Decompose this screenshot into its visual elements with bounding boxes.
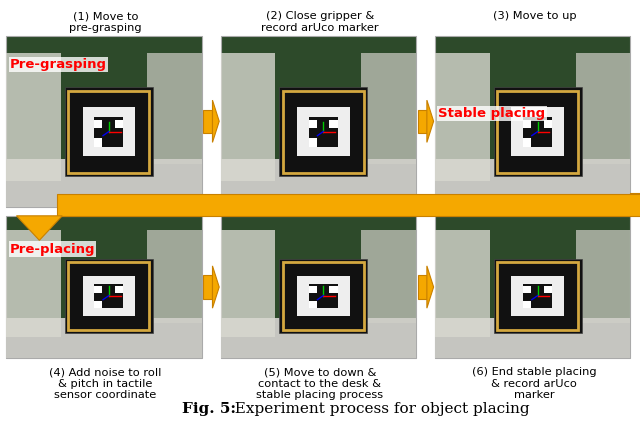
Text: (4) Add noise to roll
& pitch in tactile
sensor coordinate: (4) Add noise to roll & pitch in tactile…: [49, 367, 162, 400]
Bar: [330, 120, 337, 129]
Bar: [147, 53, 202, 164]
Bar: [435, 36, 630, 207]
Bar: [147, 230, 202, 323]
Bar: [362, 53, 416, 164]
Bar: [523, 138, 531, 147]
Bar: [221, 216, 416, 358]
Polygon shape: [427, 100, 434, 142]
Text: Experiment process for object placing: Experiment process for object placing: [225, 402, 530, 416]
Bar: [68, 91, 149, 173]
Text: (2) Close gripper &
record arUco marker: (2) Close gripper & record arUco marker: [261, 11, 379, 33]
Bar: [494, 259, 582, 332]
Bar: [330, 286, 337, 293]
Bar: [280, 259, 367, 332]
Polygon shape: [427, 266, 434, 308]
Text: Stable placing: Stable placing: [438, 107, 545, 120]
Bar: [221, 159, 416, 207]
Bar: [308, 286, 317, 293]
Bar: [57, 194, 640, 216]
Bar: [497, 262, 578, 330]
Polygon shape: [17, 216, 62, 240]
Bar: [221, 318, 416, 358]
Bar: [435, 318, 630, 358]
Bar: [576, 53, 630, 164]
Bar: [308, 284, 337, 308]
Bar: [523, 120, 531, 129]
Bar: [417, 109, 427, 133]
Bar: [435, 159, 630, 207]
Bar: [6, 216, 202, 358]
Bar: [221, 230, 275, 337]
Bar: [68, 262, 149, 330]
Bar: [435, 216, 630, 358]
Bar: [362, 230, 416, 323]
Text: Fig. 5:: Fig. 5:: [182, 402, 236, 416]
Polygon shape: [212, 266, 219, 308]
Bar: [297, 275, 349, 316]
Bar: [83, 275, 135, 316]
Bar: [6, 230, 61, 337]
Bar: [280, 87, 367, 176]
Bar: [65, 87, 153, 176]
Bar: [94, 286, 102, 293]
Bar: [283, 91, 364, 173]
Bar: [544, 286, 552, 293]
Text: (5) Move to down &
contact to the desk &
stable placing process: (5) Move to down & contact to the desk &…: [257, 367, 383, 400]
Bar: [297, 108, 349, 157]
Bar: [630, 193, 640, 194]
Bar: [523, 117, 552, 147]
Bar: [94, 117, 123, 147]
Bar: [6, 159, 202, 207]
Bar: [115, 286, 123, 293]
Bar: [203, 109, 212, 133]
Bar: [308, 301, 317, 308]
Bar: [435, 230, 490, 337]
Bar: [6, 53, 61, 181]
Bar: [544, 120, 552, 129]
Bar: [308, 138, 317, 147]
Bar: [65, 259, 153, 332]
Bar: [523, 301, 531, 308]
Text: (1) Move to
pre-grasping: (1) Move to pre-grasping: [69, 11, 142, 33]
Bar: [308, 117, 337, 147]
Bar: [435, 53, 490, 181]
Bar: [83, 108, 135, 157]
Bar: [497, 91, 578, 173]
Bar: [523, 284, 552, 308]
Text: Pre-grasping: Pre-grasping: [10, 58, 107, 71]
Text: (6) End stable placing
& record arUco
marker: (6) End stable placing & record arUco ma…: [472, 367, 596, 400]
Bar: [94, 284, 123, 308]
Bar: [494, 87, 582, 176]
Bar: [511, 108, 564, 157]
Bar: [308, 120, 317, 129]
Bar: [6, 318, 202, 358]
Polygon shape: [212, 100, 219, 142]
Text: Pre-placing: Pre-placing: [10, 243, 95, 255]
Bar: [6, 36, 202, 207]
Bar: [115, 120, 123, 129]
Text: (3) Move to up: (3) Move to up: [493, 11, 576, 21]
Bar: [221, 36, 416, 207]
Bar: [94, 301, 102, 308]
Bar: [221, 53, 275, 181]
Bar: [417, 275, 427, 299]
Bar: [203, 275, 212, 299]
Bar: [283, 262, 364, 330]
Bar: [94, 138, 102, 147]
Bar: [523, 286, 531, 293]
Bar: [511, 275, 564, 316]
Bar: [94, 120, 102, 129]
Bar: [576, 230, 630, 323]
